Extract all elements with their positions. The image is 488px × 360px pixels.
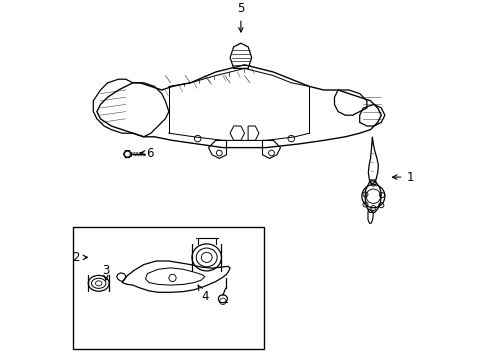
Text: 6: 6 xyxy=(140,147,154,159)
Text: 4: 4 xyxy=(198,285,208,303)
Text: 2: 2 xyxy=(72,251,87,264)
Bar xyxy=(73,227,264,349)
Text: 5: 5 xyxy=(237,3,244,32)
Text: 3: 3 xyxy=(102,264,109,280)
Text: 1: 1 xyxy=(392,171,413,184)
